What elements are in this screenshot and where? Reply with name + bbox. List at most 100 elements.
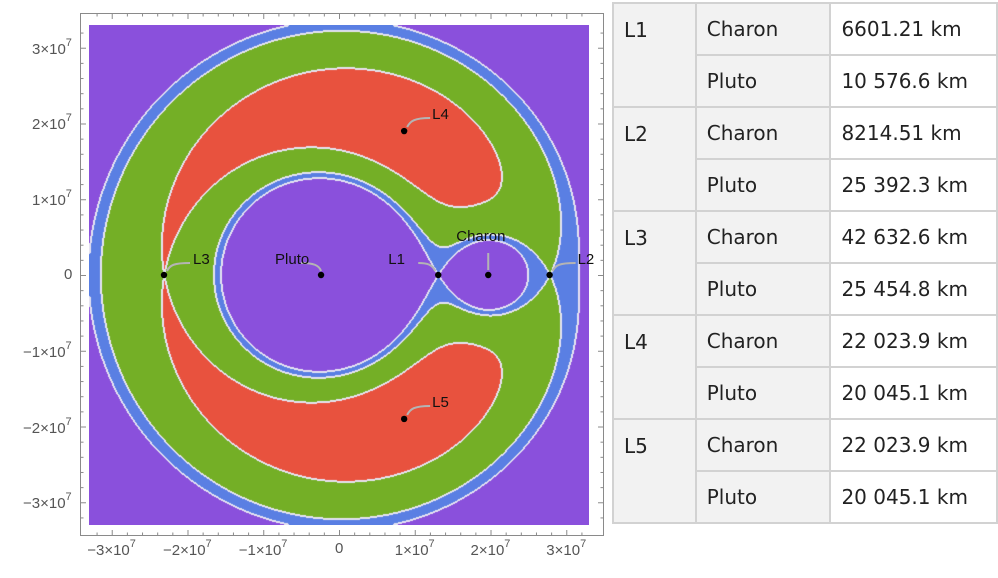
l2-point — [546, 271, 553, 279]
tick-mantissa: 0 — [64, 266, 73, 283]
tick-exponent: 7 — [129, 538, 136, 550]
tick-mantissa: 0 — [335, 540, 344, 557]
potential-contour-field — [89, 25, 589, 525]
charon-label: Charon — [456, 228, 506, 245]
lagrange-point-cell: L3 — [612, 210, 697, 316]
tick-exponent: 7 — [504, 538, 511, 550]
table-row: L1 Charon 6601.21 km — [612, 2, 998, 108]
table-row: L3 Charon 42 632.6 km — [612, 210, 998, 316]
y-tick-label: 3×107 — [32, 36, 72, 58]
x-tick-label: 1×107 — [394, 538, 435, 559]
y-tick-label: 2×107 — [32, 112, 72, 134]
table-row: L4 Charon 22 023.9 km — [612, 314, 998, 420]
body-cell: Charon — [694, 418, 832, 472]
table-row: Pluto 25 392.3 km — [613, 158, 998, 212]
distance-cell: 10 576.6 km — [829, 54, 998, 108]
tick-mantissa: 2×10 — [470, 542, 505, 559]
l2-label: L2 — [577, 251, 595, 268]
charon-point — [485, 271, 492, 279]
table-row: Pluto 20 045.1 km — [613, 366, 998, 420]
distance-cell: 22 023.9 km — [829, 314, 998, 368]
l3-label: L3 — [193, 251, 210, 268]
body-cell: Charon — [694, 2, 832, 56]
distance-cell: 42 632.6 km — [829, 210, 998, 264]
tick-exponent: 7 — [65, 188, 72, 201]
pluto-point — [317, 271, 325, 279]
y-tick-label: 1×107 — [32, 188, 72, 210]
distance-cell: 20 045.1 km — [829, 366, 998, 420]
table-row: L5 Charon 22 023.9 km — [612, 418, 998, 524]
l5-leader-line — [406, 404, 431, 416]
l4-leader-line — [406, 117, 431, 128]
l3-point — [160, 271, 168, 279]
pluto-leader-line — [301, 262, 322, 272]
tick-exponent: 7 — [428, 538, 435, 550]
l1-point — [435, 271, 442, 279]
pluto-label: Pluto — [275, 251, 310, 268]
table-row: L2 Charon 8214.51 km — [612, 106, 998, 212]
tick-mantissa: −1×10 — [238, 542, 282, 559]
tick-exponent: 7 — [205, 538, 212, 550]
body-cell: Charon — [694, 106, 832, 160]
y-tick-label: −3×107 — [23, 491, 72, 513]
lagrange-point-cell: L5 — [612, 418, 697, 524]
table-row: Pluto 25 454.8 km — [613, 262, 998, 316]
distance-cell: 25 392.3 km — [829, 158, 998, 212]
y-tick-label: −2×107 — [23, 415, 72, 437]
tick-exponent: 7 — [65, 339, 72, 352]
tick-exponent: 7 — [65, 112, 72, 125]
tick-exponent: 7 — [65, 415, 72, 428]
tick-mantissa: −2×10 — [162, 542, 206, 559]
lagrange-point-cell: L1 — [612, 2, 697, 108]
l5-label: L5 — [432, 393, 449, 411]
l3-leader-line — [166, 262, 191, 272]
distance-table: L1 Charon 6601.21 km Pluto 10 576.6 km L… — [612, 2, 998, 524]
table-row: Pluto 20 045.1 km — [613, 470, 998, 524]
distance-cell: 20 045.1 km — [829, 470, 998, 524]
l4-point — [400, 127, 408, 135]
x-tick-label: 2×107 — [470, 538, 511, 559]
distance-cell: 25 454.8 km — [829, 262, 998, 316]
body-cell: Pluto — [694, 366, 832, 420]
plot-overlay — [80, 13, 604, 536]
tick-mantissa: 3×10 — [546, 542, 581, 559]
l4-label: L4 — [432, 106, 449, 124]
x-tick-label: 3×107 — [546, 538, 587, 559]
tick-exponent: 7 — [65, 491, 72, 504]
tick-exponent: 7 — [281, 538, 288, 550]
body-cell: Pluto — [694, 158, 832, 212]
y-tick-label: 0 — [64, 266, 72, 283]
l1-label: L1 — [388, 251, 405, 268]
tick-mantissa: 1×10 — [394, 542, 429, 559]
body-cell: Pluto — [694, 470, 832, 524]
distance-cell: 6601.21 km — [829, 2, 998, 56]
lagrange-contour-plot: −3×107 −2×107 −1×107 0 1×107 2×107 3×107 3×107 2… — [23, 13, 604, 559]
x-tick-label: −1×107 — [238, 538, 288, 559]
body-cell: Charon — [694, 314, 832, 368]
lagrange-point-cell: L4 — [612, 314, 697, 420]
tick-mantissa: 1×10 — [32, 192, 66, 210]
tick-mantissa: 2×10 — [32, 116, 66, 134]
tick-exponent: 7 — [65, 36, 72, 49]
table-row: Pluto 10 576.6 km — [613, 54, 998, 108]
tick-mantissa: −3×10 — [23, 495, 66, 513]
body-cell: Charon — [694, 210, 832, 264]
tick-exponent: 7 — [580, 538, 587, 550]
x-tick-label: 0 — [335, 540, 343, 557]
distance-cell: 8214.51 km — [829, 106, 998, 160]
plot-frame — [80, 13, 604, 536]
tick-mantissa: −2×10 — [23, 419, 66, 437]
l5-point — [400, 415, 408, 423]
distance-cell: 22 023.9 km — [829, 418, 998, 472]
x-tick-label: −2×107 — [162, 538, 212, 559]
x-tick-label: −3×107 — [87, 538, 136, 559]
tick-mantissa: −3×10 — [87, 542, 130, 559]
y-tick-label: −1×107 — [23, 339, 72, 361]
l1-leader-line — [418, 262, 437, 272]
body-cell: Pluto — [694, 54, 832, 108]
l2-leader-line — [551, 262, 576, 272]
body-cell: Pluto — [694, 262, 832, 316]
tick-mantissa: 3×10 — [32, 40, 66, 58]
lagrange-point-cell: L2 — [612, 106, 697, 212]
tick-mantissa: −1×10 — [23, 343, 66, 361]
